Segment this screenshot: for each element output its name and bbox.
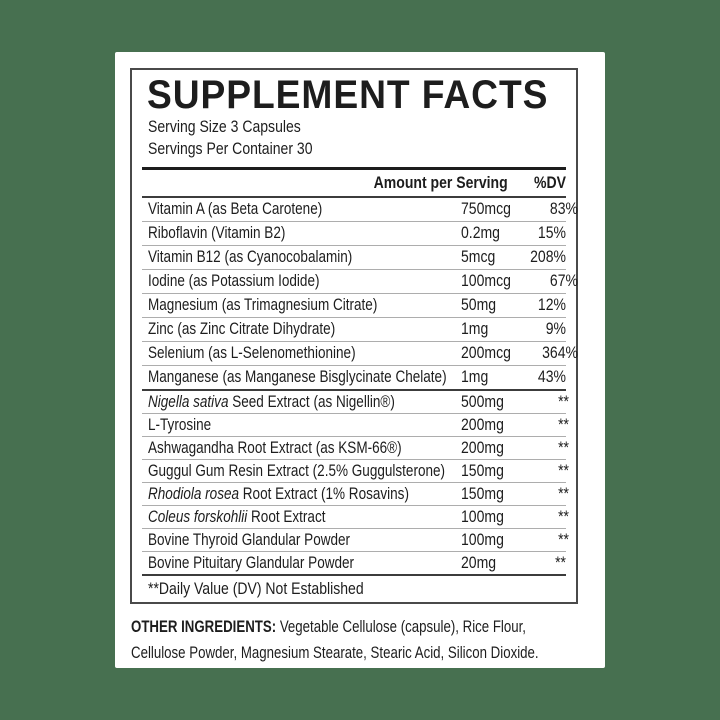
ingredient-amount: 0.2mg bbox=[461, 224, 500, 242]
ingredient-name: Iodine (as Potassium Iodide) bbox=[148, 272, 320, 290]
other-ingredients-line1-text: Vegetable Cellulose (capsule), Rice Flou… bbox=[276, 617, 526, 636]
ingredient-amount: 50mg bbox=[461, 296, 497, 314]
other-ingredients-label: OTHER INGREDIENTS: bbox=[131, 617, 277, 636]
ingredient-dv: 67% bbox=[549, 272, 578, 290]
ingredient-amount: 1mg bbox=[461, 320, 489, 338]
ingredient-row: Manganese (as Manganese Bisglycinate Che… bbox=[142, 365, 566, 389]
divider-section bbox=[142, 389, 566, 391]
ingredient-amount: 500mg bbox=[461, 392, 504, 411]
ingredient-row: Vitamin B12 (as Cyanocobalamin) 5mcg 208… bbox=[142, 245, 566, 269]
ingredient-dv: 9% bbox=[545, 320, 566, 338]
ingredient-row: Coleus forskohlii Root Extract 100mg ** bbox=[142, 505, 570, 528]
ingredient-amount: 100mg bbox=[461, 507, 504, 526]
panel-title: SUPPLEMENT FACTS bbox=[147, 73, 549, 117]
ingredient-dv: ** bbox=[558, 507, 570, 526]
ingredient-name: Coleus forskohlii Root Extract bbox=[148, 508, 405, 527]
ingredient-latin-name: Rhodiola rosea bbox=[148, 484, 240, 503]
ingredient-name: Vitamin A (as Beta Carotene) bbox=[148, 200, 323, 218]
other-ingredients-line2: Cellulose Powder, Magnesium Stearate, St… bbox=[131, 643, 539, 662]
ingredient-latin-name: Nigella sativa bbox=[148, 392, 229, 411]
ingredient-dv: 208% bbox=[530, 248, 566, 266]
ingredient-name: Rhodiola rosea Root Extract (1% Rosavins… bbox=[148, 484, 409, 504]
ingredient-dv: ** bbox=[555, 553, 566, 572]
ingredient-dv: ** bbox=[558, 530, 570, 549]
ingredient-name: Bovine Thyroid Glandular Powder bbox=[148, 531, 405, 550]
ingredient-amount: 150mg bbox=[461, 461, 504, 480]
ingredient-name-text: Guggul Gum Resin Extract (2.5% Guggulste… bbox=[148, 461, 446, 480]
ingredient-name: L-Tyrosine bbox=[148, 416, 405, 435]
column-header-amount: Amount per Serving bbox=[373, 173, 508, 192]
ingredient-row: Bovine Thyroid Glandular Powder 100mg ** bbox=[142, 528, 570, 551]
daily-value-footnote: **Daily Value (DV) Not Established bbox=[148, 580, 364, 598]
ingredient-amount: 200mcg bbox=[461, 344, 511, 362]
ingredient-amount: 5mcg bbox=[461, 248, 496, 266]
ingredient-amount: 1mg bbox=[461, 368, 489, 386]
ingredient-name: Selenium (as L-Selenomethionine) bbox=[148, 344, 356, 362]
ingredient-name: Zinc (as Zinc Citrate Dihydrate) bbox=[148, 320, 336, 338]
ingredient-name-text: Bovine Pituitary Glandular Powder bbox=[148, 553, 355, 572]
ingredient-name: Magnesium (as Trimagnesium Citrate) bbox=[148, 296, 378, 314]
column-header-row: Amount per Serving %DV bbox=[142, 170, 566, 196]
ingredient-row: Zinc (as Zinc Citrate Dihydrate) 1mg 9% bbox=[142, 317, 566, 341]
ingredient-amount: 200mg bbox=[461, 415, 504, 434]
ingredient-amount: 200mg bbox=[461, 438, 504, 457]
ingredient-row: Magnesium (as Trimagnesium Citrate) 50mg… bbox=[142, 293, 566, 317]
ingredient-name: Nigella sativa Seed Extract (as Nigellin… bbox=[148, 393, 405, 412]
ingredient-name-text: Root Extract (1% Rosavins) bbox=[239, 484, 409, 503]
ingredient-name-text: Bovine Thyroid Glandular Powder bbox=[148, 530, 351, 549]
ingredient-row: Nigella sativa Seed Extract (as Nigellin… bbox=[142, 391, 570, 413]
ingredient-amount: 20mg bbox=[461, 553, 497, 572]
ingredient-row: Iodine (as Potassium Iodide) 100mcg 67% bbox=[142, 269, 578, 293]
ingredient-row: Riboflavin (Vitamin B2) 0.2mg 15% bbox=[142, 221, 566, 245]
ingredient-amount: 750mcg bbox=[461, 200, 511, 218]
ingredient-row: Vitamin A (as Beta Carotene) 750mcg 83% bbox=[142, 198, 578, 221]
ingredient-name: Ashwagandha Root Extract (as KSM-66®) bbox=[148, 439, 405, 458]
other-ingredients: OTHER INGREDIENTS: Vegetable Cellulose (… bbox=[131, 614, 654, 666]
column-header-dv: %DV bbox=[534, 173, 566, 192]
ingredient-row: L-Tyrosine 200mg ** bbox=[142, 413, 570, 436]
ingredient-dv: ** bbox=[558, 461, 570, 480]
ingredient-dv: 12% bbox=[537, 296, 566, 314]
ingredient-row: Ashwagandha Root Extract (as KSM-66®) 20… bbox=[142, 436, 570, 459]
divider-header-bottom bbox=[142, 196, 566, 198]
ingredient-name: Riboflavin (Vitamin B2) bbox=[148, 224, 286, 242]
ingredient-name-text: Root Extract bbox=[247, 507, 326, 526]
ingredient-name-text: Seed Extract (as Nigellin®) bbox=[228, 392, 395, 411]
servings-per-container-text: Servings Per Container 30 bbox=[148, 140, 313, 158]
ingredient-amount: 150mg bbox=[461, 484, 504, 503]
ingredient-dv: 364% bbox=[541, 344, 578, 362]
ingredient-dv: ** bbox=[558, 415, 570, 434]
botanicals-section: Nigella sativa Seed Extract (as Nigellin… bbox=[142, 391, 570, 574]
divider-header-top bbox=[142, 167, 566, 170]
ingredient-latin-name: Coleus forskohlii bbox=[148, 507, 248, 526]
other-ingredients-line1: OTHER INGREDIENTS: Vegetable Cellulose (… bbox=[131, 614, 539, 640]
ingredient-dv: ** bbox=[558, 484, 570, 503]
ingredient-name: Guggul Gum Resin Extract (2.5% Guggulste… bbox=[148, 462, 445, 481]
ingredient-dv: 15% bbox=[537, 224, 566, 242]
ingredient-row: Rhodiola rosea Root Extract (1% Rosavins… bbox=[142, 482, 570, 505]
serving-size-text: Serving Size 3 Capsules bbox=[148, 118, 301, 136]
ingredient-name: Bovine Pituitary Glandular Powder bbox=[148, 554, 405, 573]
divider-footnote bbox=[142, 574, 566, 576]
ingredient-row: Guggul Gum Resin Extract (2.5% Guggulste… bbox=[142, 459, 570, 482]
supplement-facts-panel: SUPPLEMENT FACTS Serving Size 3 Capsules… bbox=[130, 68, 578, 604]
ingredient-dv: 43% bbox=[537, 368, 566, 386]
ingredient-dv: 83% bbox=[549, 200, 578, 218]
ingredient-amount: 100mg bbox=[461, 530, 504, 549]
ingredient-amount: 100mcg bbox=[461, 272, 511, 290]
ingredient-name: Vitamin B12 (as Cyanocobalamin) bbox=[148, 248, 353, 266]
label-card: SUPPLEMENT FACTS Serving Size 3 Capsules… bbox=[115, 52, 605, 668]
ingredient-dv: ** bbox=[558, 438, 570, 457]
ingredient-name-text: Ashwagandha Root Extract (as KSM-66®) bbox=[148, 438, 402, 457]
vitamins-section: Vitamin A (as Beta Carotene) 750mcg 83% … bbox=[142, 198, 578, 389]
ingredient-dv: ** bbox=[558, 392, 570, 411]
ingredient-row: Selenium (as L-Selenomethionine) 200mcg … bbox=[142, 341, 578, 365]
ingredient-name: Manganese (as Manganese Bisglycinate Che… bbox=[148, 368, 447, 386]
ingredient-row: Bovine Pituitary Glandular Powder 20mg *… bbox=[142, 551, 566, 574]
ingredient-name-text: L-Tyrosine bbox=[148, 415, 212, 434]
